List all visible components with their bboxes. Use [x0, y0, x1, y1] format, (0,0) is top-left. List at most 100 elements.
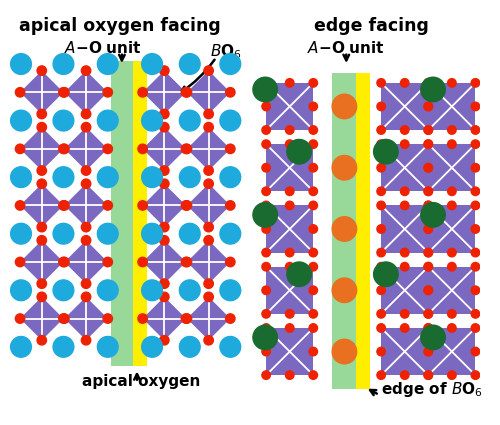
Circle shape	[98, 280, 118, 300]
Circle shape	[262, 225, 270, 233]
Polygon shape	[142, 184, 186, 227]
Circle shape	[309, 324, 318, 332]
Circle shape	[286, 79, 294, 87]
Circle shape	[37, 109, 46, 119]
Circle shape	[471, 225, 480, 233]
Circle shape	[262, 286, 270, 295]
Circle shape	[180, 110, 200, 131]
Circle shape	[82, 335, 91, 345]
Polygon shape	[142, 240, 186, 283]
Circle shape	[400, 371, 409, 380]
Circle shape	[138, 144, 147, 153]
Circle shape	[424, 225, 432, 233]
Bar	[110, 61, 133, 366]
Polygon shape	[64, 297, 108, 340]
Circle shape	[160, 122, 169, 132]
Circle shape	[138, 88, 147, 97]
Circle shape	[471, 164, 480, 172]
Circle shape	[309, 263, 318, 271]
Circle shape	[471, 140, 480, 148]
Circle shape	[60, 88, 69, 97]
Circle shape	[332, 339, 356, 364]
Circle shape	[309, 79, 318, 87]
Circle shape	[226, 314, 235, 323]
Circle shape	[332, 94, 356, 119]
Circle shape	[138, 314, 147, 323]
Circle shape	[377, 140, 386, 148]
Circle shape	[204, 122, 214, 132]
Circle shape	[160, 292, 169, 302]
Circle shape	[448, 79, 456, 87]
Circle shape	[16, 201, 25, 210]
Circle shape	[53, 337, 74, 357]
Circle shape	[262, 324, 270, 332]
Circle shape	[37, 235, 46, 245]
Circle shape	[103, 257, 113, 267]
Circle shape	[424, 187, 432, 196]
Circle shape	[377, 347, 386, 356]
Circle shape	[286, 309, 294, 318]
Circle shape	[60, 314, 69, 323]
Circle shape	[82, 292, 91, 302]
Circle shape	[424, 324, 432, 332]
Circle shape	[448, 248, 456, 257]
Circle shape	[424, 102, 432, 110]
Circle shape	[58, 314, 68, 323]
Circle shape	[142, 54, 163, 74]
Circle shape	[16, 257, 25, 267]
Circle shape	[377, 248, 386, 257]
Circle shape	[309, 201, 318, 210]
Circle shape	[424, 309, 432, 318]
Circle shape	[180, 54, 200, 74]
Bar	[356, 74, 370, 389]
Polygon shape	[187, 297, 230, 340]
Circle shape	[58, 201, 68, 210]
Text: edge of $\mathit{B}$O$_6$: edge of $\mathit{B}$O$_6$	[381, 380, 483, 399]
Circle shape	[138, 257, 147, 267]
Text: $\mathit{B}$O$_6$: $\mathit{B}$O$_6$	[210, 42, 242, 61]
Circle shape	[58, 88, 68, 97]
Circle shape	[424, 309, 432, 318]
Circle shape	[262, 102, 270, 110]
Circle shape	[424, 371, 432, 380]
Circle shape	[309, 347, 318, 356]
Circle shape	[262, 347, 270, 356]
Circle shape	[471, 79, 480, 87]
Circle shape	[424, 324, 432, 332]
Circle shape	[16, 88, 25, 97]
Circle shape	[287, 262, 312, 286]
Circle shape	[286, 126, 294, 134]
Circle shape	[253, 203, 278, 227]
Circle shape	[58, 144, 68, 153]
Circle shape	[377, 263, 386, 271]
Circle shape	[226, 144, 235, 153]
Circle shape	[182, 257, 190, 267]
Circle shape	[103, 201, 113, 210]
Circle shape	[471, 286, 480, 295]
Circle shape	[448, 140, 456, 148]
Circle shape	[37, 166, 46, 175]
Circle shape	[424, 187, 432, 196]
Circle shape	[286, 263, 294, 271]
Circle shape	[400, 248, 409, 257]
Circle shape	[424, 140, 432, 148]
Text: $\mathbf{\mathit{A}}$$\mathbf{-O\ unit}$: $\mathbf{\mathit{A}}$$\mathbf{-O\ unit}$	[308, 40, 385, 57]
Circle shape	[471, 309, 480, 318]
Bar	[381, 267, 428, 314]
Polygon shape	[142, 71, 186, 114]
Polygon shape	[64, 71, 108, 114]
Circle shape	[142, 167, 163, 187]
Circle shape	[180, 280, 200, 300]
Circle shape	[286, 140, 294, 148]
Circle shape	[374, 139, 398, 164]
Circle shape	[377, 324, 386, 332]
Circle shape	[58, 257, 68, 267]
Circle shape	[204, 222, 214, 232]
Circle shape	[226, 201, 235, 210]
Circle shape	[309, 164, 318, 172]
Circle shape	[82, 166, 91, 175]
Circle shape	[262, 309, 270, 318]
Circle shape	[182, 144, 192, 153]
Circle shape	[220, 54, 240, 74]
Circle shape	[262, 263, 270, 271]
